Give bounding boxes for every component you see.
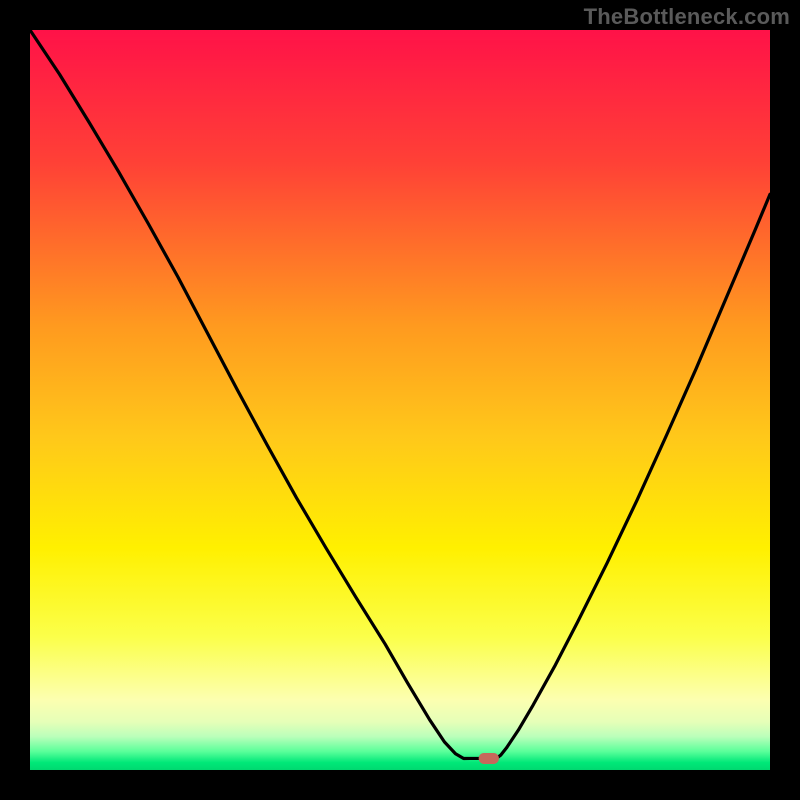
plot-background: [30, 30, 770, 770]
watermark-text: TheBottleneck.com: [584, 4, 790, 30]
optimal-point-marker: [479, 753, 498, 763]
chart-frame: TheBottleneck.com: [0, 0, 800, 800]
bottleneck-chart: [30, 30, 770, 770]
